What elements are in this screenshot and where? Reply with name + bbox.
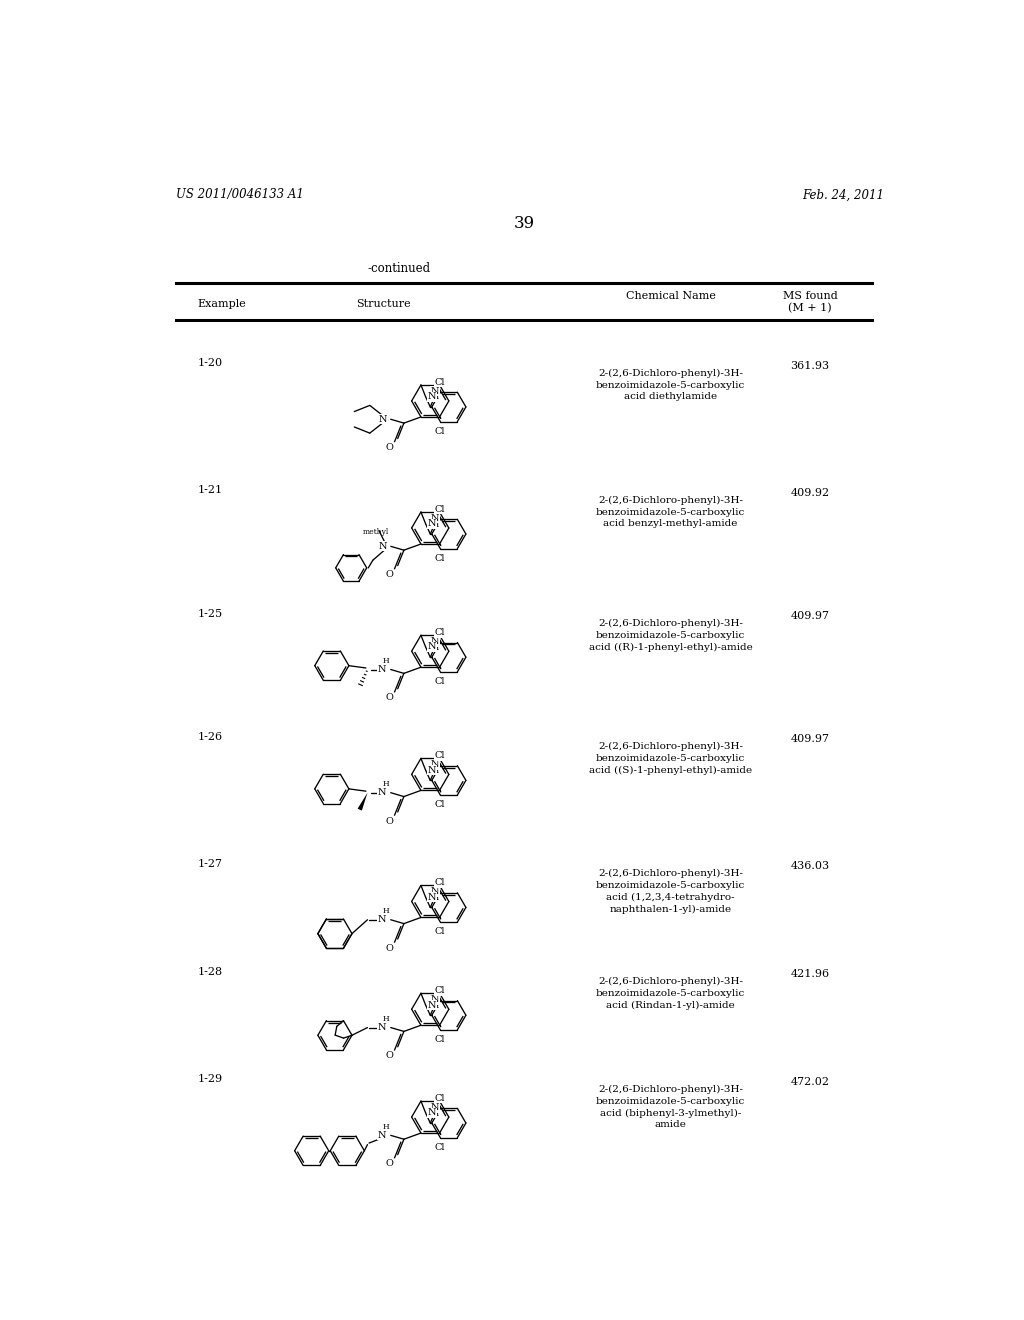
Text: N: N bbox=[378, 1023, 386, 1032]
Text: O: O bbox=[385, 1052, 393, 1060]
Text: N: N bbox=[378, 788, 386, 797]
Text: 409.92: 409.92 bbox=[791, 487, 829, 498]
Text: N: N bbox=[428, 1001, 436, 1010]
Text: Cl: Cl bbox=[434, 628, 444, 638]
Text: H: H bbox=[383, 1015, 389, 1023]
Text: O: O bbox=[385, 444, 393, 453]
Text: Example: Example bbox=[198, 300, 247, 309]
Text: (M + 1): (M + 1) bbox=[788, 302, 831, 313]
Text: Cl: Cl bbox=[434, 1143, 444, 1152]
Text: 1-21: 1-21 bbox=[198, 486, 223, 495]
Text: 436.03: 436.03 bbox=[791, 861, 829, 871]
Text: N: N bbox=[431, 760, 439, 770]
Text: N: N bbox=[431, 995, 439, 1005]
Text: Cl: Cl bbox=[434, 426, 444, 436]
Text: Cl: Cl bbox=[434, 378, 444, 387]
Text: N: N bbox=[428, 1109, 436, 1117]
Text: 1-25: 1-25 bbox=[198, 609, 223, 619]
Text: Cl: Cl bbox=[434, 1094, 444, 1104]
Text: 2-(2,6-Dichloro-phenyl)-3H-
benzoimidazole-5-carboxylic
acid ((S)-1-phenyl-ethyl: 2-(2,6-Dichloro-phenyl)-3H- benzoimidazo… bbox=[589, 742, 752, 775]
Text: Cl: Cl bbox=[434, 928, 444, 936]
Text: N: N bbox=[431, 387, 439, 396]
Text: Cl: Cl bbox=[434, 878, 444, 887]
Polygon shape bbox=[357, 793, 368, 810]
Text: H: H bbox=[383, 1123, 389, 1131]
Text: N: N bbox=[378, 665, 386, 675]
Text: Feb. 24, 2011: Feb. 24, 2011 bbox=[802, 189, 885, 202]
Text: Cl: Cl bbox=[434, 554, 444, 564]
Text: 2-(2,6-Dichloro-phenyl)-3H-
benzoimidazole-5-carboxylic
acid (1,2,3,4-tetrahydro: 2-(2,6-Dichloro-phenyl)-3H- benzoimidazo… bbox=[596, 869, 745, 913]
Text: Cl: Cl bbox=[434, 506, 444, 513]
Text: Cl: Cl bbox=[434, 1035, 444, 1044]
Text: N: N bbox=[431, 887, 439, 896]
Text: H: H bbox=[432, 1002, 439, 1010]
Text: 1-26: 1-26 bbox=[198, 731, 223, 742]
Text: H: H bbox=[432, 767, 439, 775]
Text: N: N bbox=[431, 1104, 439, 1111]
Text: Cl: Cl bbox=[434, 986, 444, 995]
Text: 421.96: 421.96 bbox=[791, 969, 829, 979]
Text: N: N bbox=[428, 892, 436, 902]
Text: N: N bbox=[378, 915, 386, 924]
Text: N: N bbox=[428, 519, 436, 528]
Text: -continued: -continued bbox=[368, 263, 431, 276]
Text: N: N bbox=[428, 766, 436, 775]
Text: O: O bbox=[385, 570, 393, 579]
Text: N: N bbox=[428, 392, 436, 401]
Text: Cl: Cl bbox=[434, 800, 444, 809]
Text: 1-28: 1-28 bbox=[198, 966, 223, 977]
Text: H: H bbox=[383, 657, 389, 665]
Text: methyl: methyl bbox=[362, 528, 389, 536]
Text: N: N bbox=[431, 513, 439, 523]
Text: O: O bbox=[385, 1159, 393, 1168]
Text: N: N bbox=[378, 1131, 386, 1140]
Text: H: H bbox=[383, 780, 389, 788]
Text: 1-27: 1-27 bbox=[198, 859, 223, 869]
Text: H: H bbox=[432, 894, 439, 902]
Text: Chemical Name: Chemical Name bbox=[626, 292, 716, 301]
Text: H: H bbox=[432, 393, 439, 401]
Text: US 2011/0046133 A1: US 2011/0046133 A1 bbox=[176, 189, 304, 202]
Text: 472.02: 472.02 bbox=[791, 1077, 829, 1086]
Text: 361.93: 361.93 bbox=[791, 360, 829, 371]
Text: H: H bbox=[432, 1110, 439, 1118]
Text: 2-(2,6-Dichloro-phenyl)-3H-
benzoimidazole-5-carboxylic
acid ((R)-1-phenyl-ethyl: 2-(2,6-Dichloro-phenyl)-3H- benzoimidazo… bbox=[589, 619, 753, 652]
Text: N: N bbox=[431, 638, 439, 647]
Text: O: O bbox=[385, 944, 393, 953]
Text: 39: 39 bbox=[514, 215, 536, 232]
Text: O: O bbox=[385, 817, 393, 825]
Text: 2-(2,6-Dichloro-phenyl)-3H-
benzoimidazole-5-carboxylic
acid diethylamide: 2-(2,6-Dichloro-phenyl)-3H- benzoimidazo… bbox=[596, 368, 745, 401]
Text: 2-(2,6-Dichloro-phenyl)-3H-
benzoimidazole-5-carboxylic
acid (Rindan-1-yl)-amide: 2-(2,6-Dichloro-phenyl)-3H- benzoimidazo… bbox=[596, 977, 745, 1010]
Text: 1-29: 1-29 bbox=[198, 1074, 223, 1085]
Text: O: O bbox=[385, 693, 393, 702]
Text: N: N bbox=[428, 643, 436, 652]
Text: 1-20: 1-20 bbox=[198, 358, 223, 368]
Text: 2-(2,6-Dichloro-phenyl)-3H-
benzoimidazole-5-carboxylic
acid benzyl-methyl-amide: 2-(2,6-Dichloro-phenyl)-3H- benzoimidazo… bbox=[596, 496, 745, 528]
Text: H: H bbox=[432, 644, 439, 652]
Text: N: N bbox=[378, 414, 387, 424]
Text: MS found: MS found bbox=[782, 292, 838, 301]
Text: Structure: Structure bbox=[356, 300, 411, 309]
Text: 409.97: 409.97 bbox=[791, 734, 829, 744]
Text: Cl: Cl bbox=[434, 751, 444, 760]
Text: 2-(2,6-Dichloro-phenyl)-3H-
benzoimidazole-5-carboxylic
acid (biphenyl-3-ylmethy: 2-(2,6-Dichloro-phenyl)-3H- benzoimidazo… bbox=[596, 1085, 745, 1130]
Text: H: H bbox=[432, 520, 439, 528]
Text: H: H bbox=[383, 907, 389, 915]
Text: 409.97: 409.97 bbox=[791, 611, 829, 620]
Text: N: N bbox=[378, 541, 387, 550]
Text: Cl: Cl bbox=[434, 677, 444, 686]
